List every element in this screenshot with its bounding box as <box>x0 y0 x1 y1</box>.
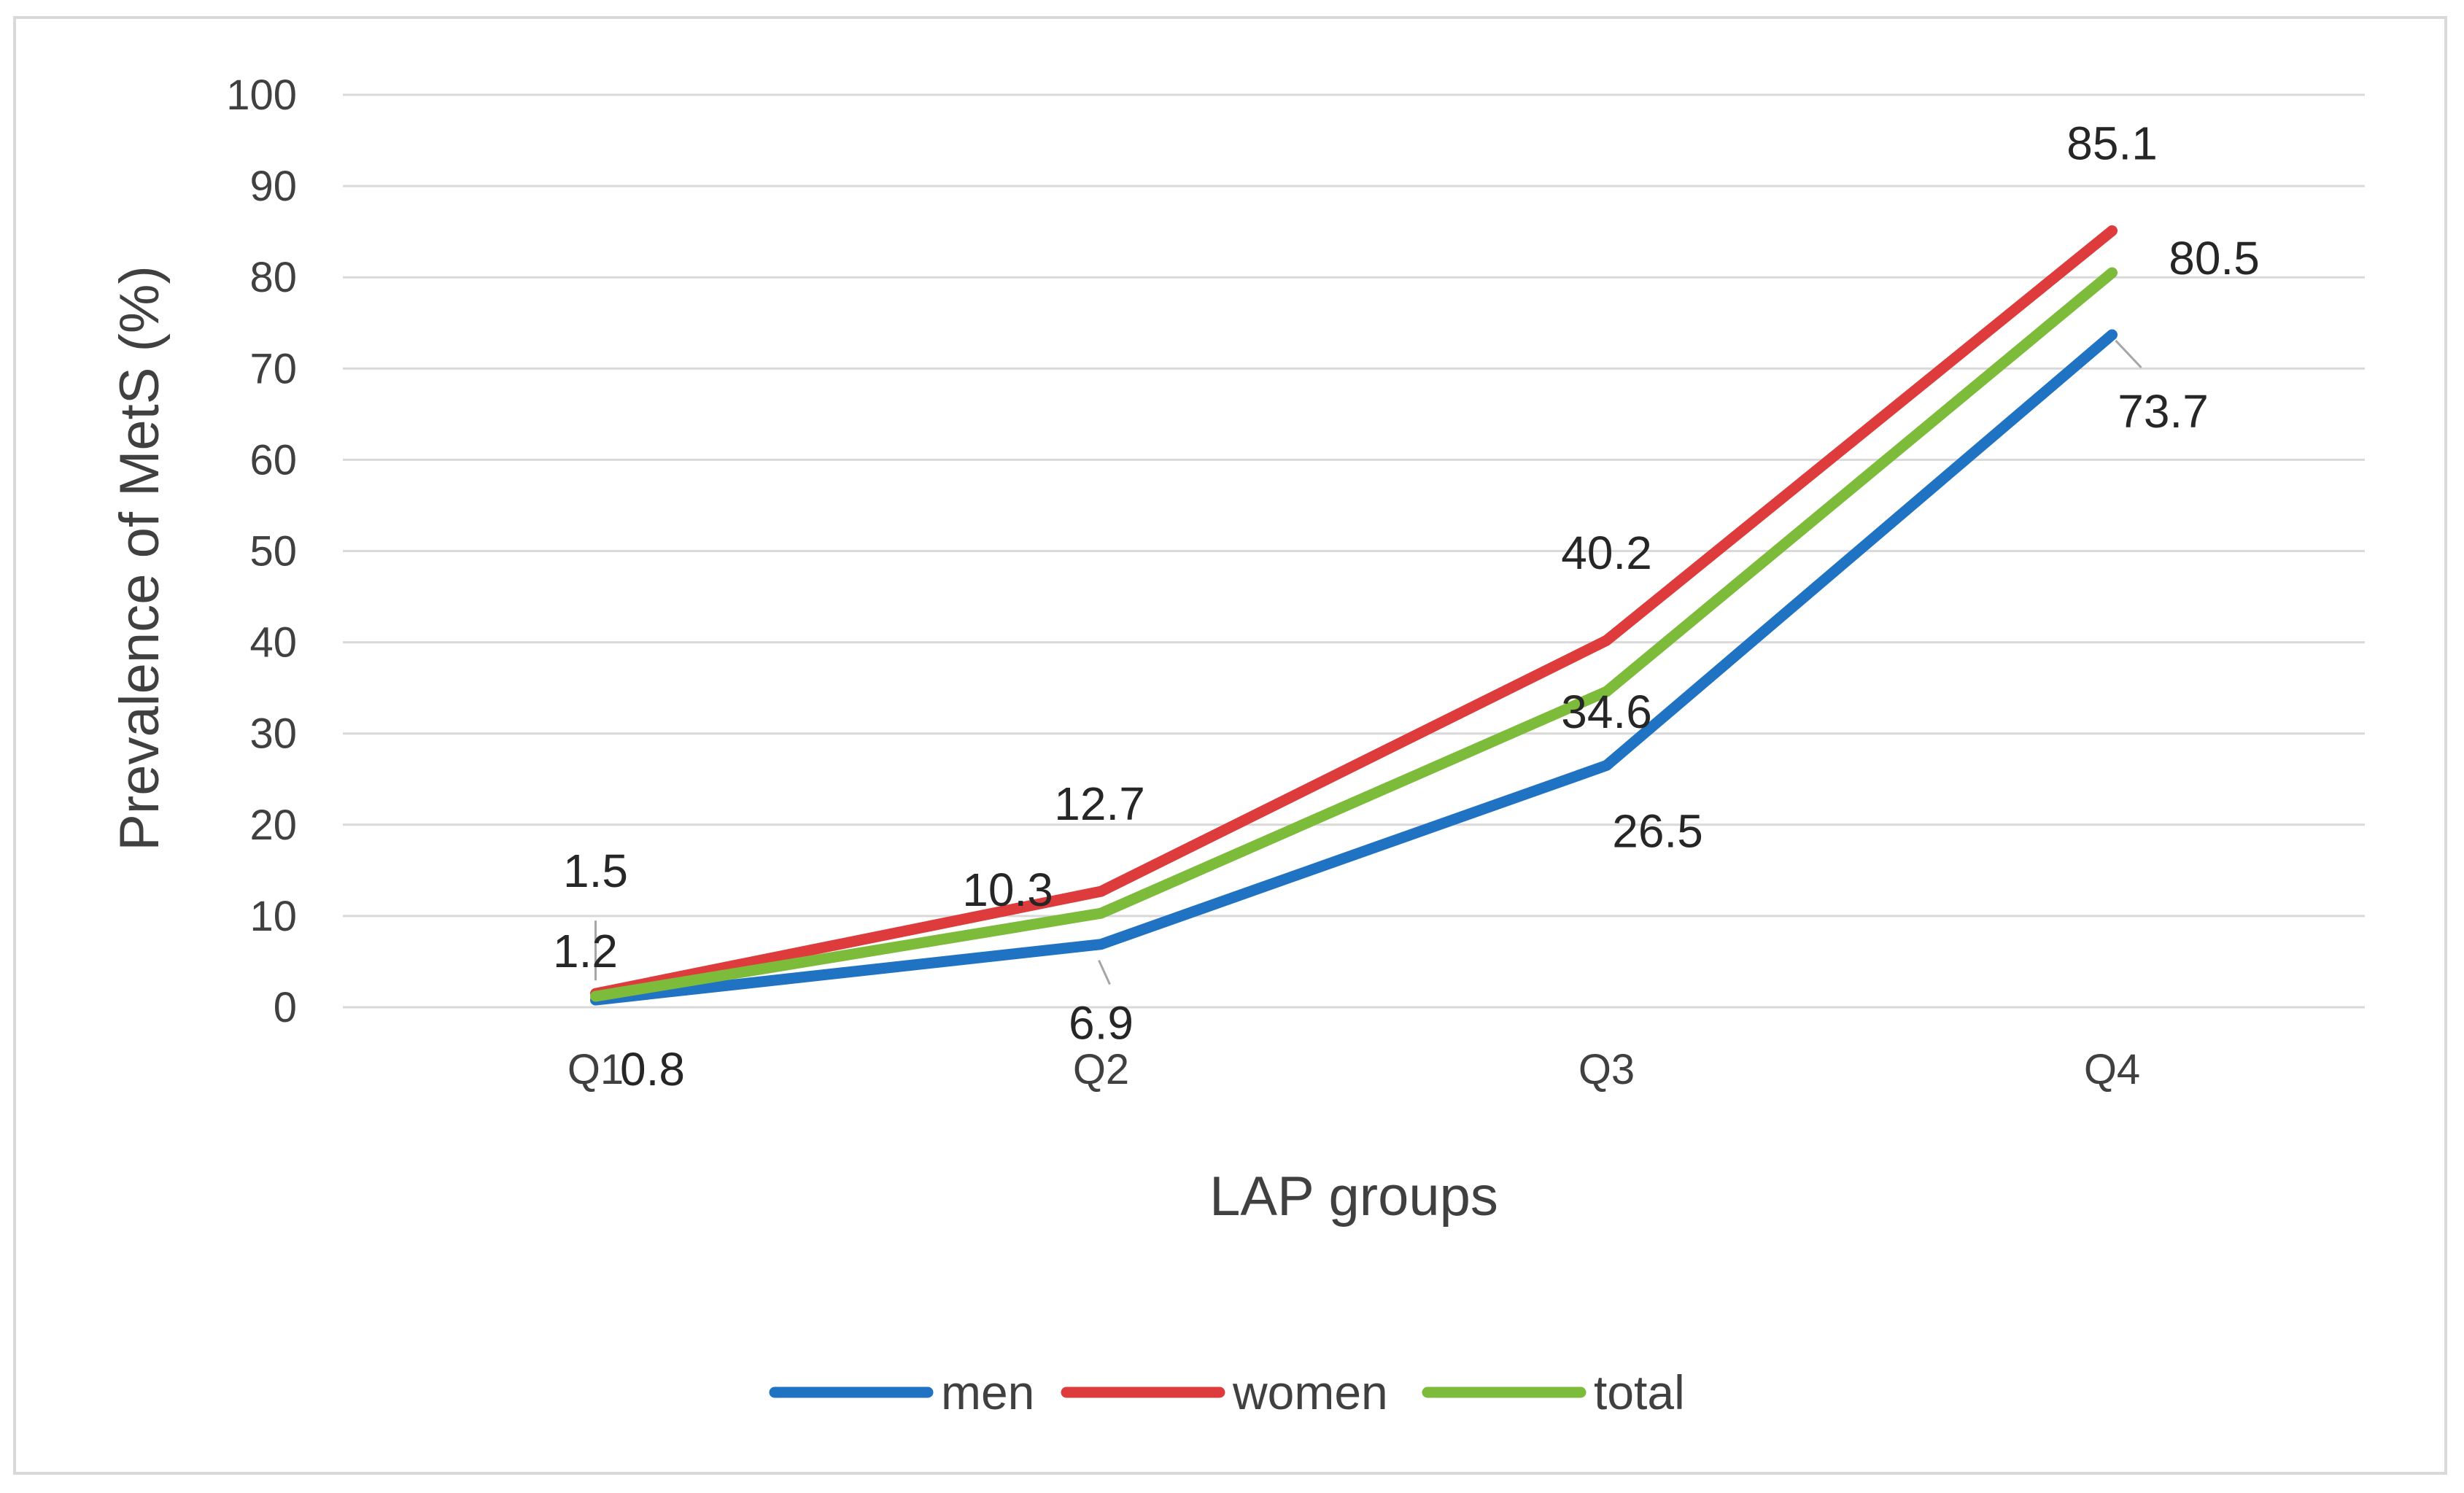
y-tick-label: 50 <box>249 528 297 575</box>
data-labels: 0.8 6.9 26.5 73.7 1.5 12.7 40.2 85.1 1.2 10.3 34.6… <box>553 117 2260 1095</box>
gridlines <box>343 93 2365 1009</box>
line-chart: 0 10 20 30 40 50 60 70 80 90 100 Q1 Q2 Q3 Q4 0.8 6.9 26… <box>109 71 2365 1419</box>
x-axis-ticks: Q1 Q2 Q3 Q4 <box>567 1046 2140 1093</box>
x-tick-label: Q3 <box>1578 1046 1635 1093</box>
y-tick-label: 80 <box>249 254 297 301</box>
y-tick-label: 40 <box>249 619 297 667</box>
data-label-men: 0.8 <box>620 1043 685 1095</box>
data-label-total: 10.3 <box>962 864 1053 916</box>
data-label-total: 80.5 <box>2169 232 2260 284</box>
data-label-men: 73.7 <box>2118 385 2209 438</box>
series-line-total <box>590 267 2118 1002</box>
series-lines <box>590 225 2118 1006</box>
chart-frame: 0 10 20 30 40 50 60 70 80 90 100 Q1 Q2 Q3 Q4 0.8 6.9 26… <box>13 16 2447 1475</box>
legend-label-total: total <box>1594 1365 1685 1419</box>
legend: men women total <box>769 1365 1685 1419</box>
y-tick-label: 70 <box>249 345 297 392</box>
x-tick-label: Q1 <box>567 1046 624 1093</box>
y-tick-label: 100 <box>226 71 297 119</box>
data-label-total: 1.2 <box>553 925 618 977</box>
x-axis-title: LAP groups <box>1209 1166 1498 1228</box>
data-label-women: 1.5 <box>563 845 628 897</box>
x-tick-label: Q4 <box>2084 1046 2140 1093</box>
y-tick-label: 90 <box>249 163 297 210</box>
y-tick-label: 60 <box>249 436 297 484</box>
y-tick-label: 10 <box>249 893 297 940</box>
data-label-total: 34.6 <box>1561 686 1652 738</box>
legend-label-men: men <box>941 1365 1034 1419</box>
label-leader-line <box>2115 339 2142 369</box>
data-label-men: 26.5 <box>1612 804 1703 857</box>
y-tick-label: 20 <box>249 802 297 849</box>
series-line-women <box>590 225 2118 999</box>
data-label-women: 12.7 <box>1054 777 1145 830</box>
y-tick-label: 30 <box>249 710 297 758</box>
y-axis-title: Prevalence of MetS (%) <box>109 265 171 851</box>
data-label-women: 40.2 <box>1561 527 1652 579</box>
label-leader-line <box>1098 960 1111 985</box>
data-label-women: 85.1 <box>2066 117 2158 169</box>
y-axis-ticks: 0 10 20 30 40 50 60 70 80 90 100 <box>226 71 297 1031</box>
label-leaders <box>594 339 2142 985</box>
data-label-men: 6.9 <box>1069 997 1134 1050</box>
legend-label-women: women <box>1232 1365 1388 1419</box>
y-tick-label: 0 <box>274 984 297 1031</box>
series-line-men <box>590 329 2118 1006</box>
x-tick-label: Q2 <box>1073 1046 1129 1093</box>
